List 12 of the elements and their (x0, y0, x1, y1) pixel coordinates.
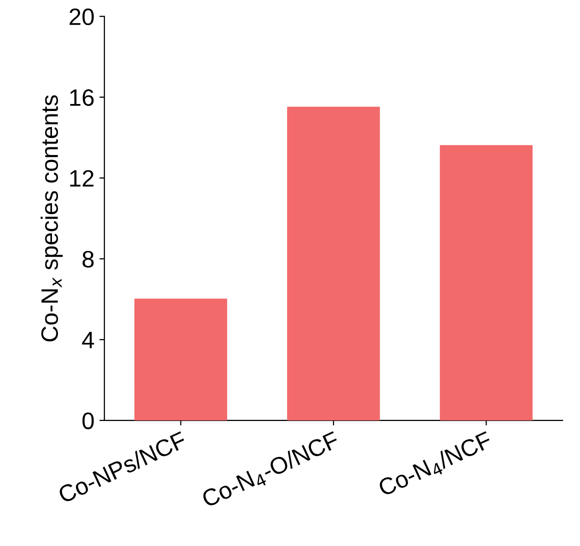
y-tick-label: 16 (70, 89, 94, 106)
y-tick-label: 0 (82, 412, 94, 430)
x-tick-label: Co-N$_{4}$-O/NCF (200, 430, 342, 512)
y-tick-label: 12 (70, 170, 94, 187)
bar (440, 145, 533, 420)
y-tick-label: 20 (70, 8, 94, 26)
y-axis-title: Co-N$_{x}$ species contents (40, 95, 63, 342)
y-tick-label: 4 (82, 332, 94, 348)
y-tick-label: 8 (82, 250, 94, 268)
x-tick-label: Co-N$_{4}$/NCF (377, 430, 494, 500)
bar (287, 106, 380, 420)
bar (134, 298, 228, 420)
